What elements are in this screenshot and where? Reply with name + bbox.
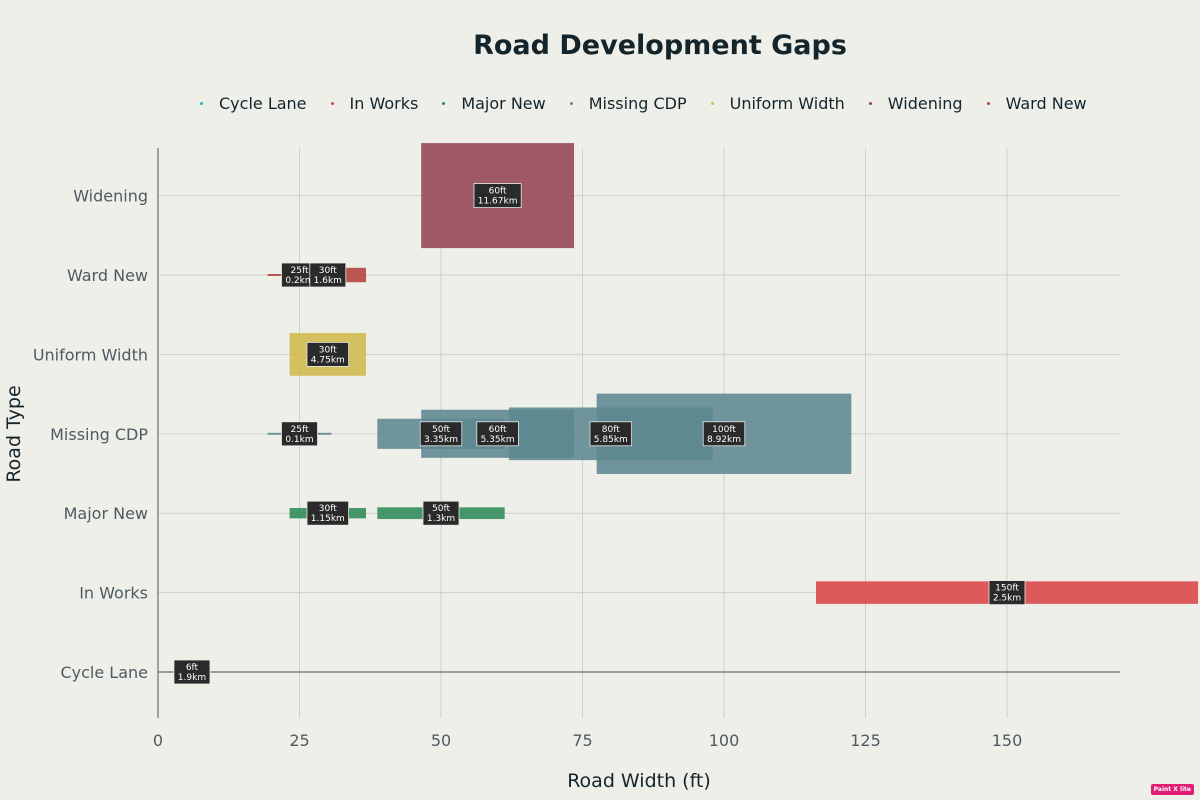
data-label-text: 150ft xyxy=(995,584,1019,594)
data-label-text: 1.3km xyxy=(427,514,455,524)
data-label-text: 50ft xyxy=(432,504,450,514)
legend-label: In Works xyxy=(349,93,419,113)
data-label-text: 4.75km xyxy=(311,355,345,365)
data-label-text: 25ft xyxy=(291,266,309,276)
data-label-text: 25ft xyxy=(291,425,309,435)
data-label-text: 8.92km xyxy=(707,435,741,445)
data-label-text: 100ft xyxy=(712,425,736,435)
y-tick-label: Widening xyxy=(73,187,148,206)
y-tick-label: Missing CDP xyxy=(50,425,148,444)
legend-swatch xyxy=(569,101,573,105)
y-tick-label: Ward New xyxy=(67,266,148,285)
data-label-text: 1.9km xyxy=(178,673,206,683)
legend-label: Ward New xyxy=(1005,93,1087,113)
legend-item[interactable]: Missing CDP xyxy=(569,93,687,113)
x-tick-label: 150 xyxy=(992,731,1023,750)
data-label-text: 6ft xyxy=(186,663,199,673)
legend-label: Major New xyxy=(461,93,546,113)
data-label-text: 1.6km xyxy=(314,276,342,286)
data-label-text: 30ft xyxy=(319,504,337,514)
data-label-text: 3.35km xyxy=(424,435,458,445)
legend-item[interactable]: Ward New xyxy=(986,93,1087,113)
data-label-text: 30ft xyxy=(319,266,337,276)
x-tick-label: 75 xyxy=(572,731,592,750)
x-tick-label: 125 xyxy=(850,731,881,750)
data-label-text: 30ft xyxy=(319,345,337,355)
legend-item[interactable]: Widening xyxy=(868,93,963,113)
legend: Cycle Lane In Works Major New Missing CDP Un… xyxy=(200,92,1087,114)
legend-item[interactable]: In Works xyxy=(330,93,419,113)
legend-item[interactable]: Cycle Lane xyxy=(200,94,307,113)
y-axis-title: Road Type xyxy=(3,385,25,482)
data-label-text: 60ft xyxy=(489,425,507,435)
legend-label: Missing CDP xyxy=(588,93,687,113)
legend-label: Widening xyxy=(887,93,963,113)
legend-label: Uniform Width xyxy=(729,93,845,113)
watermark-badge: Paint X lite xyxy=(1150,784,1194,795)
legend-swatch xyxy=(330,101,334,105)
legend-swatch xyxy=(200,101,203,105)
x-tick-label: 25 xyxy=(289,731,309,750)
data-label-text: 5.35km xyxy=(481,435,515,445)
x-axis-title: Road Width (ft) xyxy=(567,770,711,792)
data-label-text: 60ft xyxy=(489,187,507,197)
data-label-text: 0.2km xyxy=(285,276,313,286)
data-label-text: 80ft xyxy=(602,425,620,435)
y-tick-label: Uniform Width xyxy=(33,345,148,364)
y-tick-label: Cycle Lane xyxy=(60,663,148,682)
legend-swatch xyxy=(986,101,990,105)
chart-title: Road Development Gaps xyxy=(473,30,847,61)
data-label-text: 2.5km xyxy=(993,594,1021,604)
legend-swatch xyxy=(442,101,446,105)
legend-item[interactable]: Major New xyxy=(442,93,546,113)
legend-item[interactable]: Uniform Width xyxy=(710,93,845,113)
data-label-text: 50ft xyxy=(432,425,450,435)
y-tick-label: In Works xyxy=(79,584,148,603)
legend-label: Cycle Lane xyxy=(219,93,307,113)
data-label-text: 1.15km xyxy=(311,514,345,524)
x-tick-label: 100 xyxy=(709,731,740,750)
legend-swatch xyxy=(710,101,714,105)
x-tick-label: 0 xyxy=(153,731,163,750)
legend-swatch xyxy=(868,101,872,105)
data-label-text: 5.85km xyxy=(594,435,628,445)
x-tick-label: 50 xyxy=(431,731,451,750)
data-label-text: 11.67km xyxy=(478,197,518,207)
y-tick-label: Major New xyxy=(64,504,148,523)
data-label-text: 0.1km xyxy=(285,435,313,445)
